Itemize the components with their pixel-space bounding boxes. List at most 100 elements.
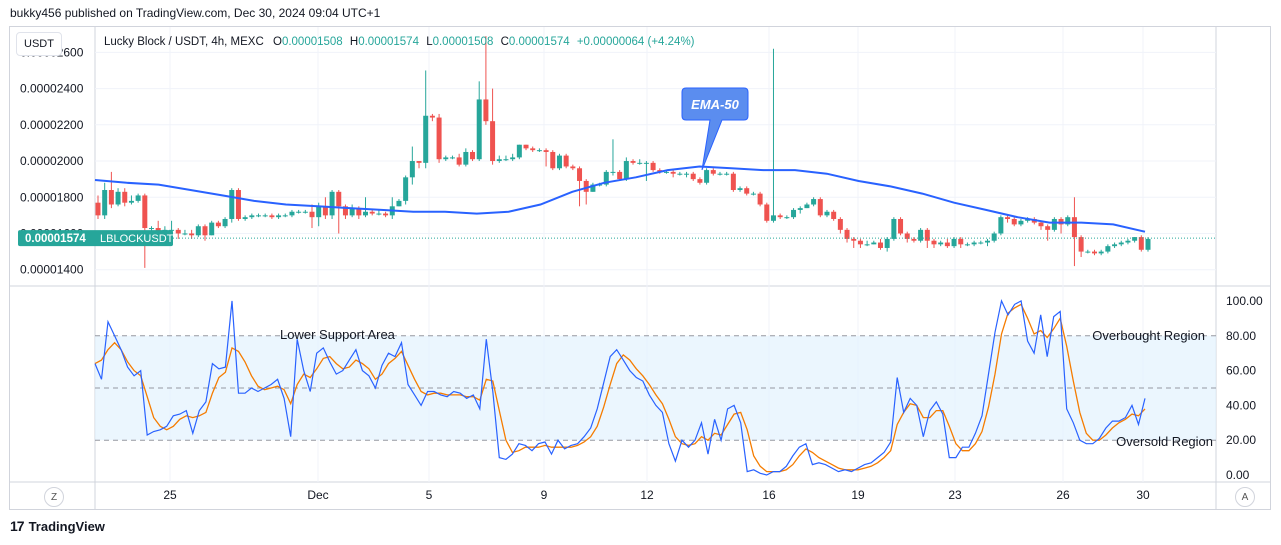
candle: [938, 240, 944, 247]
candle-body: [322, 206, 328, 216]
price-tick-label: 0.00002200: [20, 118, 84, 132]
candle: [396, 199, 402, 207]
candle: [831, 209, 837, 221]
candle-body: [724, 173, 730, 175]
candle: [363, 197, 369, 218]
candle-body: [102, 190, 108, 216]
candle: [249, 213, 255, 219]
brand-name: TradingView: [28, 518, 105, 534]
tradingview-logo-icon: 17: [10, 518, 25, 534]
candle-body: [824, 211, 830, 216]
candle: [182, 229, 188, 236]
candle: [108, 171, 114, 209]
candle-body: [851, 238, 857, 241]
candle-body: [329, 191, 335, 216]
auto-scale-a-button[interactable]: A: [1235, 487, 1255, 507]
candle-body: [456, 157, 462, 165]
candle-body: [931, 240, 937, 245]
candle: [1098, 249, 1104, 256]
candle: [1011, 217, 1017, 227]
candle-body: [1132, 237, 1138, 241]
candle: [851, 237, 857, 248]
candle-body: [1145, 238, 1151, 250]
rsi-tick-label: 40.00: [1226, 398, 1256, 412]
candle-body: [282, 215, 288, 217]
candle: [102, 182, 108, 219]
candle-body: [630, 161, 636, 163]
rsi-tick-label: 20.00: [1226, 433, 1256, 447]
candle-body: [677, 173, 683, 175]
candle: [229, 188, 235, 223]
annotation-layer: EMA-50 Lower Support Area Overbought Regio…: [280, 87, 1213, 449]
time-tick-label: 30: [1136, 488, 1150, 502]
candle: [744, 186, 750, 196]
candle-body: [235, 190, 241, 219]
candle-body: [449, 157, 455, 159]
candle-body: [1138, 237, 1144, 250]
rsi-line: [94, 299, 1146, 476]
candle: [710, 168, 716, 176]
candle: [256, 213, 262, 218]
candle: [824, 209, 830, 218]
candle-body: [891, 218, 897, 239]
candle-body: [1112, 244, 1118, 247]
candle: [235, 188, 241, 221]
candle: [570, 164, 576, 171]
candle: [951, 237, 957, 248]
candle-body: [262, 215, 268, 217]
last-price-badge: [18, 230, 173, 247]
price-tick-label: 0.00001400: [20, 263, 84, 277]
candle-body: [804, 204, 810, 209]
candle: [791, 208, 797, 219]
candle: [523, 144, 529, 151]
candle-body: [697, 179, 703, 183]
last-price-symbol: LBLOCKUSDT: [100, 233, 174, 245]
candle-body: [336, 191, 342, 207]
candle: [269, 213, 275, 219]
tradingview-brand: 17 TradingView: [10, 518, 105, 534]
candle: [563, 153, 569, 169]
candle: [603, 170, 609, 187]
candle: [737, 186, 743, 192]
candle-body: [309, 211, 315, 218]
candle: [844, 228, 850, 243]
candle-body: [222, 218, 228, 227]
candle: [262, 213, 268, 218]
candle: [296, 209, 302, 214]
candle: [677, 171, 683, 176]
candle-body: [603, 171, 609, 185]
price-tick-label: 0.00002000: [20, 154, 84, 168]
ema-50-line: [94, 165, 1146, 233]
currency-button[interactable]: USDT: [16, 32, 62, 56]
candle: [583, 179, 589, 205]
candle-body: [483, 99, 489, 122]
candle-body: [543, 150, 549, 152]
timezone-z-button[interactable]: Z: [44, 487, 64, 507]
candle: [637, 159, 643, 165]
candle: [342, 204, 348, 219]
candle-body: [249, 215, 255, 218]
candle: [369, 209, 375, 216]
candle: [898, 217, 904, 236]
candle-body: [750, 193, 756, 195]
candle-body: [844, 229, 850, 239]
candle-body: [242, 217, 248, 219]
candle-body: [864, 244, 870, 246]
candle-body: [556, 155, 562, 169]
candle: [376, 209, 382, 216]
legend-c-label: C: [500, 36, 509, 48]
candle: [764, 202, 770, 223]
candle: [904, 231, 910, 243]
candle-body: [289, 211, 295, 216]
candle-body: [998, 217, 1004, 234]
candle: [510, 153, 516, 162]
candle-body: [737, 188, 743, 191]
candle: [175, 228, 181, 239]
candle-body: [1125, 240, 1131, 243]
candle: [349, 204, 355, 218]
candle: [336, 190, 342, 234]
rsi-tick-label: 60.00: [1226, 364, 1256, 378]
candle-body: [623, 161, 629, 180]
candle: [536, 148, 542, 152]
